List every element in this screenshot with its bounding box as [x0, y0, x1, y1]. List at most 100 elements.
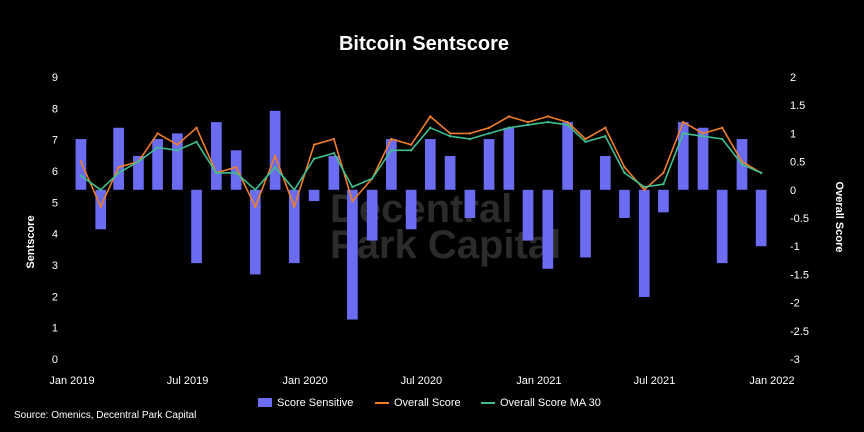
score-sensitive-bar [638, 189, 650, 297]
overall-score-point [740, 160, 744, 163]
score-sensitive-bar [308, 189, 320, 202]
overall-score-point [99, 205, 102, 208]
score-sensitive-bar [113, 127, 124, 190]
score-sensitive-bar [366, 189, 378, 241]
left-tick-label: 3 [52, 260, 58, 272]
score-sensitive-bars [75, 110, 767, 320]
x-tick-label: Jan 2022 [749, 375, 794, 387]
overall-score-ma30-point [623, 171, 626, 175]
left-tick-label: 4 [52, 229, 58, 241]
overall-score-point [390, 137, 393, 141]
overall-score-ma30-point [701, 135, 705, 138]
overall-score-point [701, 132, 705, 135]
score-sensitive-bar [347, 189, 358, 320]
score-sensitive-bar [152, 139, 163, 190]
overall-score-ma30-point [293, 188, 296, 191]
overall-score-point [546, 115, 550, 118]
overall-score-ma30-point [351, 185, 354, 189]
score-sensitive-bar [133, 155, 144, 190]
legend: Score Sensitive Overall Score Overall Sc… [258, 397, 601, 409]
overall-score-point [526, 120, 530, 124]
score-sensitive-bar [677, 122, 689, 190]
source-note: Source: Omenics, Decentral Park Capital [14, 410, 196, 421]
right-tick-label: -2.5 [790, 326, 809, 338]
overall-score-ma30-point [137, 160, 140, 163]
x-tick-label: Jan 2019 [49, 375, 94, 387]
overall-score-ma30-point [370, 177, 374, 180]
overall-score-ma30-point [526, 123, 530, 127]
overall-score-ma30-point [584, 140, 587, 144]
left-tick-label: 6 [52, 166, 58, 178]
left-tick-label: 2 [52, 291, 58, 303]
score-sensitive-bar [405, 189, 417, 230]
score-sensitive-bar [172, 133, 183, 190]
x-tick-label: Jan 2021 [516, 375, 561, 387]
legend-label-score-sensitive: Score Sensitive [277, 397, 353, 409]
right-tick-label: -2 [790, 298, 800, 310]
score-sensitive-bar [210, 122, 222, 190]
right-axis-label: Overall Score [833, 182, 845, 253]
x-tick-label: Jul 2019 [167, 375, 209, 387]
overall-score-ma30-point [468, 137, 472, 141]
overall-score-ma30-point [429, 126, 432, 129]
score-sensitive-bar [328, 155, 340, 190]
overall-score-point [429, 115, 432, 118]
x-tick-label: Jan 2020 [282, 375, 327, 387]
overall-score-ma30-point [99, 188, 102, 191]
overall-score-point [273, 154, 277, 158]
overall-score-point [507, 115, 511, 118]
left-axis-label: Sentscore [25, 215, 37, 268]
overall-score-point [584, 137, 587, 141]
left-tick-label: 5 [52, 197, 58, 209]
chart-title: Bitcoin Sentscore [339, 33, 509, 55]
overall-score-ma30-point [604, 135, 607, 138]
score-sensitive-bar [658, 189, 669, 213]
right-axis: 2 1.5 1 0.5 0 -0.5 -1 -1.5 -2 -2.5 -3 [790, 72, 809, 366]
overall-score-point [195, 126, 198, 129]
overall-score-point [623, 166, 626, 169]
overall-score-point [448, 132, 452, 135]
overall-score-ma30-point [215, 171, 218, 175]
overall-score-ma30-point [740, 163, 744, 166]
score-sensitive-bar [716, 189, 728, 264]
score-sensitive-bar [483, 139, 495, 190]
x-tick-label: Jul 2020 [401, 375, 443, 387]
right-tick-label: 0.5 [790, 157, 805, 169]
overall-score-ma30-point [546, 120, 550, 124]
score-sensitive-bar [95, 189, 107, 230]
score-sensitive-bar [755, 189, 767, 247]
score-sensitive-bar [385, 139, 397, 190]
left-axis: 0 1 2 3 4 5 6 7 8 9 [52, 72, 58, 366]
right-tick-label: -1.5 [790, 269, 809, 281]
x-tick-label: Jul 2021 [634, 375, 676, 387]
overall-score-ma30-point [566, 123, 569, 127]
overall-score-point [604, 126, 607, 129]
legend-label-overall-score-ma30: Overall Score MA 30 [500, 397, 601, 409]
overall-score-ma30-point [720, 137, 724, 141]
overall-score-point [254, 205, 257, 208]
score-sensitive-bar [249, 189, 261, 275]
overall-score-ma30-point [117, 171, 120, 175]
overall-score-point [351, 199, 354, 203]
overall-score-ma30-point [176, 149, 179, 152]
overall-score-ma30-point [234, 171, 238, 175]
overall-score-ma30-point [448, 135, 452, 138]
overall-score-point [234, 166, 238, 169]
score-sensitive-bar [269, 110, 281, 190]
x-axis: Jan 2019 Jul 2019 Jan 2020 Jul 2020 Jan 2021… [49, 375, 794, 387]
score-sensitive-bar [522, 189, 534, 241]
overall-score-ma30-point [79, 174, 83, 177]
overall-score-point [720, 126, 724, 129]
score-sensitive-bar [230, 150, 242, 190]
overall-score-ma30-point [682, 132, 685, 135]
overall-score-ma30-point [643, 185, 646, 189]
overall-score-ma30-point [195, 140, 198, 144]
legend-swatch-score-sensitive [258, 398, 272, 407]
overall-score-ma30-point [390, 149, 393, 152]
overall-score-ma30-line [80, 121, 762, 191]
score-sensitive-bar [288, 189, 300, 264]
overall-score-point [487, 126, 491, 129]
score-sensitive-bar [697, 127, 709, 190]
score-sensitive-bar [191, 189, 202, 264]
